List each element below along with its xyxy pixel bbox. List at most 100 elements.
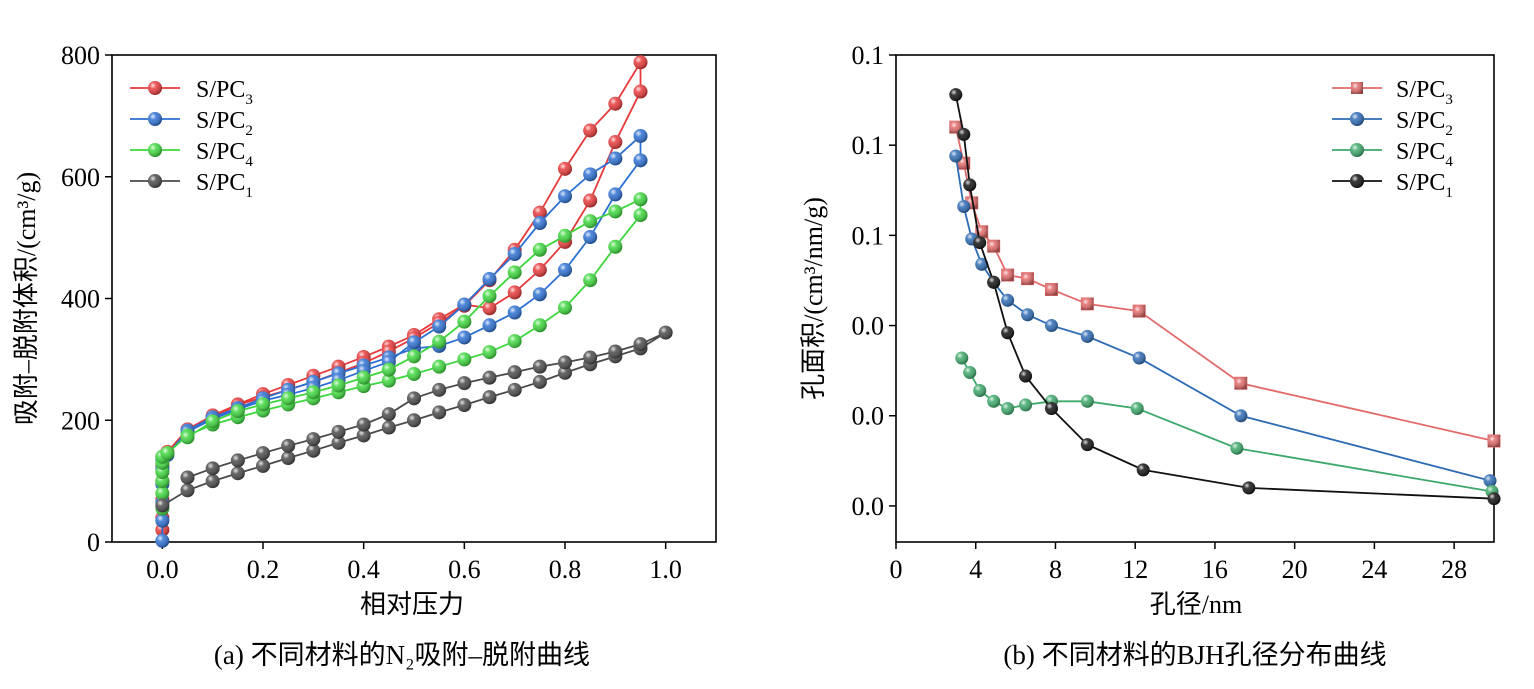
data-point-shine — [155, 513, 170, 528]
data-point-shine — [381, 420, 396, 435]
data-point-shine — [155, 498, 170, 513]
data-point-shine — [957, 127, 971, 141]
legend-label-subscript: 2 — [1445, 123, 1453, 139]
legend-entry: S/PC1 — [1332, 170, 1453, 201]
data-point-shine — [558, 365, 572, 380]
data-point-shine — [583, 230, 598, 245]
legend-label-subscript: 3 — [1445, 92, 1453, 108]
data-point-shine — [608, 239, 623, 254]
data-point-shine — [558, 228, 572, 243]
legend-entry: S/PC3 — [1332, 77, 1453, 108]
data-point-shine — [583, 273, 598, 288]
data-point-shine — [532, 205, 547, 220]
data-point-shine — [1234, 409, 1248, 423]
series-line — [954, 155, 1491, 482]
data-point-shine — [507, 382, 522, 397]
legend-marker-shine — [148, 112, 162, 126]
y-tick-label: 0.1 — [852, 41, 885, 70]
data-point-shine — [1136, 463, 1150, 477]
data-point-shine — [558, 262, 572, 277]
x-axis-label: 相对压力 — [360, 590, 464, 619]
legend-marker-shine — [1350, 174, 1364, 188]
x-tick-label: 0 — [890, 555, 903, 584]
panel-b-bjh-chart: 0 4 8 12 16 20 24 280.00.00.00.10.10.1孔径/nm孔面积/… — [799, 41, 1501, 670]
data-point-shine — [230, 453, 245, 468]
series-SPC2 — [949, 149, 1497, 488]
data-point-shine — [1081, 297, 1094, 310]
data-point-shine — [331, 435, 346, 450]
data-point-shine — [331, 424, 346, 439]
data-point-shine — [949, 121, 962, 134]
legend-entry: S/PC2 — [130, 108, 253, 139]
data-point-shine — [482, 272, 497, 287]
x-tick-label: 4 — [969, 555, 982, 584]
data-point-shine — [532, 242, 547, 257]
data-point-shine — [160, 446, 175, 461]
y-tick-label: 0.0 — [852, 402, 885, 431]
data-point-shine — [949, 149, 963, 163]
data-point-shine — [558, 189, 572, 204]
data-point-shine — [633, 192, 648, 207]
y-tick-label: 0 — [87, 528, 100, 557]
legend-label-subscript: 3 — [245, 92, 253, 108]
legend-marker-shine — [1350, 112, 1364, 126]
data-point-shine — [608, 187, 623, 202]
legend-entry: S/PC4 — [1332, 139, 1453, 170]
data-point-shine — [1080, 329, 1094, 343]
data-point-shine — [1019, 398, 1033, 412]
data-point-shine — [507, 285, 522, 300]
legend-marker-shine — [1351, 82, 1363, 94]
data-point-shine — [356, 370, 371, 385]
data-point-shine — [658, 325, 673, 340]
legend-entry: S/PC3 — [130, 77, 253, 108]
data-point-shine — [1021, 308, 1035, 322]
y-tick-label: 600 — [61, 163, 100, 192]
legend-label-base: S/PC — [196, 139, 245, 165]
x-tick-label: 0.6 — [448, 555, 481, 584]
data-point-shine — [1044, 319, 1058, 333]
data-point-shine — [1001, 293, 1015, 307]
y-tick-label: 0.0 — [852, 492, 885, 521]
data-point-shine — [306, 385, 321, 400]
data-point-shine — [1133, 305, 1146, 318]
data-point-shine — [482, 345, 497, 360]
data-point-shine — [205, 461, 220, 476]
data-point-shine — [633, 55, 648, 70]
data-point-shine — [1483, 474, 1497, 488]
series-line — [954, 94, 1495, 500]
data-point-shine — [987, 394, 1001, 408]
legend-entry: S/PC2 — [1332, 108, 1453, 139]
data-point-shine — [407, 349, 421, 364]
x-tick-label: 0.2 — [247, 555, 280, 584]
data-point-shine — [205, 414, 220, 429]
series-line — [960, 357, 1493, 493]
data-point-shine — [256, 458, 270, 473]
data-point-shine — [963, 178, 977, 192]
data-point-shine — [633, 84, 648, 99]
legend-label-base: S/PC — [196, 77, 245, 103]
data-point-shine — [482, 301, 497, 316]
data-point-shine — [608, 96, 623, 111]
data-point-shine — [1080, 394, 1094, 408]
x-tick-label: 8 — [1049, 555, 1062, 584]
legend-entry: S/PC4 — [130, 139, 253, 170]
data-point-shine — [558, 355, 572, 370]
x-tick-label: 0.8 — [549, 555, 582, 584]
data-point-shine — [507, 247, 522, 262]
legend-marker-shine — [1350, 143, 1364, 157]
data-point-shine — [507, 305, 522, 320]
legend-label: S/PC4 — [196, 139, 253, 170]
data-point-shine — [532, 318, 547, 333]
data-point-shine — [633, 337, 648, 352]
data-point-shine — [1001, 402, 1015, 416]
data-point-shine — [256, 446, 270, 461]
data-point-shine — [230, 404, 245, 419]
data-point-shine — [1019, 369, 1033, 383]
legend-marker-shine — [148, 174, 162, 188]
data-point-shine — [1242, 481, 1256, 495]
y-tick-label: 800 — [61, 41, 100, 70]
data-point-shine — [356, 417, 371, 432]
data-point-shine — [987, 275, 1001, 289]
data-point-shine — [583, 167, 598, 182]
data-point-shine — [1130, 402, 1144, 416]
